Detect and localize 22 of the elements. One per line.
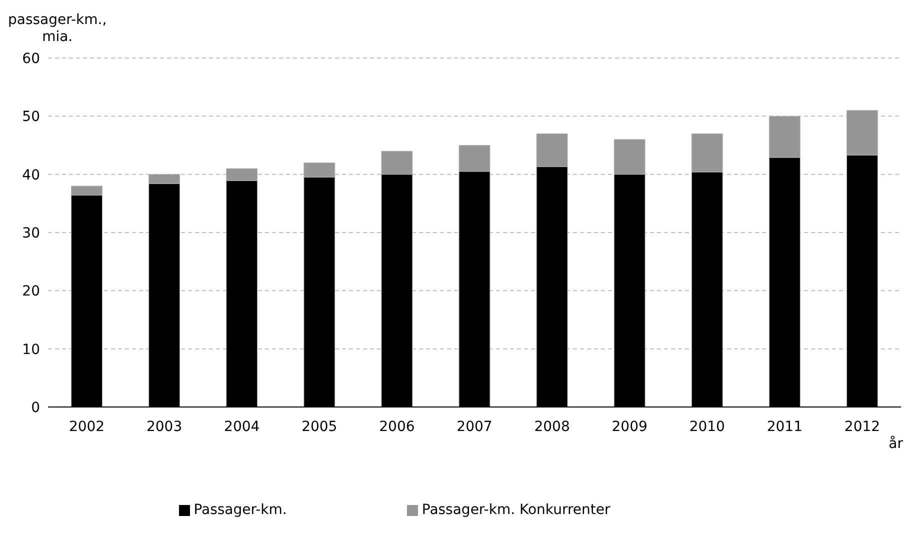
x-tick-label: 2006 — [379, 418, 415, 435]
x-tick-label: 2009 — [612, 418, 648, 435]
y-tick-label: 40 — [22, 167, 40, 184]
x-tick-label: 2012 — [844, 418, 880, 435]
x-tick-label: 2003 — [146, 418, 182, 435]
legend-label: Passager-km. — [194, 502, 287, 518]
y-tick-label: 10 — [22, 342, 40, 358]
x-tick-label: 2002 — [68, 418, 105, 435]
y-tick-label: 20 — [22, 284, 40, 300]
x-tick-label: 2010 — [689, 418, 725, 435]
y-tick-label: 50 — [22, 109, 40, 126]
x-axis-title: år — [888, 436, 903, 452]
x-tick-label: 2007 — [456, 418, 492, 435]
x-tick-label: 2011 — [766, 418, 802, 435]
x-tick-label: 2005 — [302, 418, 338, 435]
x-tick-label: 2004 — [224, 418, 260, 435]
y-axis-title: passager-km., mia. — [8, 12, 107, 46]
y-tick-label: 0 — [31, 400, 40, 416]
legend-label: Passager-km. Konkurrenter — [422, 502, 610, 518]
y-tick-label: 30 — [22, 225, 40, 242]
y-tick-label: 60 — [22, 50, 40, 67]
x-tick-label: 2008 — [534, 418, 570, 435]
